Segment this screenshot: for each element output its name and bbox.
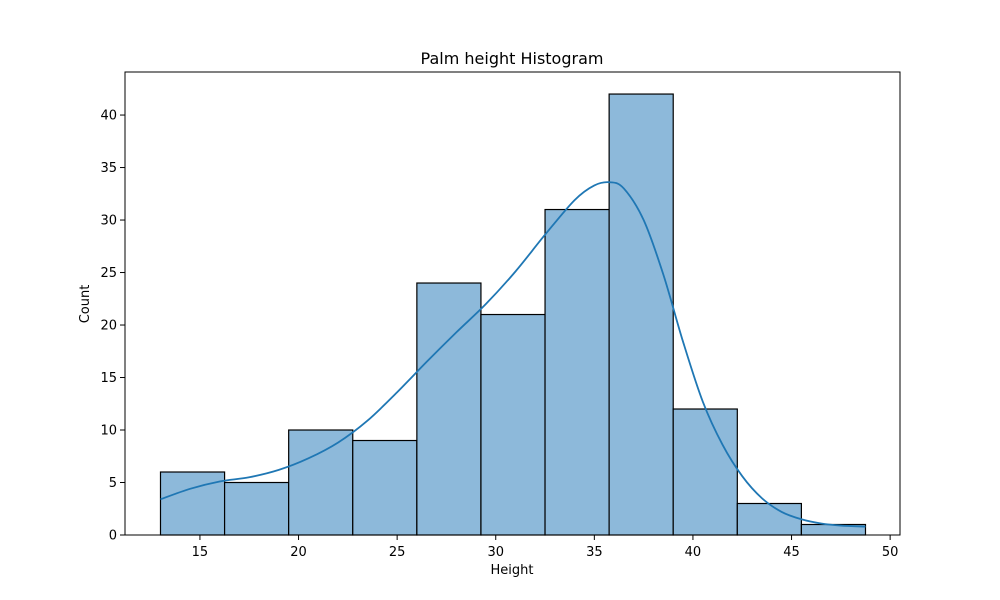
y-axis-title: Count xyxy=(78,285,93,324)
y-tick-label: 25 xyxy=(100,266,117,281)
y-tick-label: 10 xyxy=(100,424,117,439)
x-axis-ticks: 15 20 25 30 35 40 45 50 xyxy=(192,535,899,560)
x-tick-label: 15 xyxy=(192,545,209,560)
histogram-bar xyxy=(352,439,418,536)
x-tick-label: 25 xyxy=(389,545,406,560)
histogram-bar xyxy=(223,481,290,536)
x-tick-label: 35 xyxy=(586,545,603,560)
histogram-bar xyxy=(736,502,802,536)
histogram-bar xyxy=(416,282,482,536)
x-tick-label: 45 xyxy=(783,545,800,560)
histogram-bar xyxy=(544,208,610,536)
histogram-bar xyxy=(480,313,546,536)
x-tick-label: 40 xyxy=(685,545,702,560)
histogram-bar xyxy=(672,408,738,536)
plot-frame xyxy=(124,71,901,536)
chart-title: Palm height Histogram xyxy=(421,49,604,68)
x-tick-label: 30 xyxy=(487,545,504,560)
y-tick-label: 20 xyxy=(100,319,117,334)
x-tick-label: 20 xyxy=(290,545,307,560)
histogram-bar xyxy=(288,429,354,536)
y-tick-label: 40 xyxy=(100,109,117,124)
y-tick-label: 15 xyxy=(100,371,117,386)
histogram-bar xyxy=(159,471,226,536)
y-tick-label: 0 xyxy=(109,529,117,544)
x-axis-title: Height xyxy=(491,563,534,578)
y-axis-ticks: 0 5 10 15 20 25 30 35 40 xyxy=(100,109,125,544)
y-tick-label: 5 xyxy=(109,476,117,491)
kde-curve xyxy=(160,181,866,528)
histogram-bar xyxy=(608,93,674,536)
y-tick-label: 35 xyxy=(100,161,117,176)
y-tick-label: 30 xyxy=(100,214,117,229)
x-tick-label: 50 xyxy=(882,545,899,560)
histogram-bars xyxy=(159,93,867,536)
